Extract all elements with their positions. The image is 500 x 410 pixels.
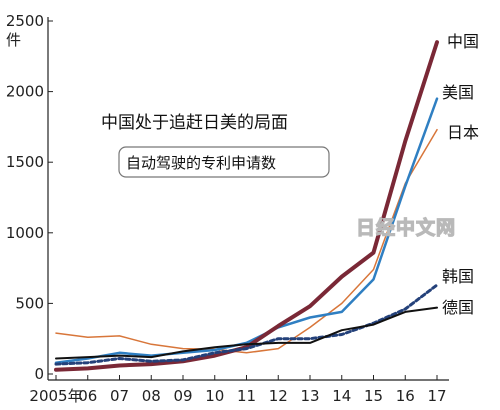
y-tick-label: 1000	[6, 224, 44, 242]
chart-title: 中国处于追赶日美的局面	[101, 113, 288, 133]
series-layer	[54, 40, 439, 372]
y-tick-label: 1500	[6, 153, 44, 171]
series-line-韩国	[54, 283, 439, 366]
series-label-美国: 美国	[442, 83, 474, 102]
x-tick-label: 14	[332, 387, 351, 405]
series-line-德国	[55, 306, 438, 360]
x-tick-label: 11	[237, 387, 256, 405]
x-tick-label: 06	[78, 387, 97, 405]
x-tick-label: 13	[300, 387, 319, 405]
series-label-德国: 德国	[442, 298, 474, 317]
chart-subtitle: 自动驾驶的专利申请数	[126, 154, 276, 172]
series-label-日本: 日本	[447, 123, 479, 142]
y-axis-unit: 件	[6, 31, 21, 49]
series-label-中国: 中国	[447, 32, 479, 51]
x-tick-label: 12	[269, 387, 288, 405]
x-tick-label: 07	[110, 387, 129, 405]
watermark: 日经中文网	[356, 216, 456, 239]
x-tick-label: 08	[142, 387, 161, 405]
x-tick-label: 2005年	[29, 387, 82, 405]
x-tick-label: 16	[396, 387, 415, 405]
y-tick-label: 0	[34, 365, 44, 383]
series-label-韩国: 韩国	[442, 267, 474, 286]
x-tick-label: 15	[364, 387, 383, 405]
series-line-美国	[54, 97, 439, 364]
y-tick-label: 2000	[6, 83, 44, 101]
subtitle-box	[118, 146, 330, 178]
x-tick-label: 10	[205, 387, 224, 405]
y-tick-label: 500	[15, 294, 44, 312]
x-tick-label: 17	[427, 387, 446, 405]
series-line-日本	[55, 128, 438, 354]
x-tick-label: 09	[173, 387, 192, 405]
y-tick-label: 2500	[6, 12, 44, 30]
